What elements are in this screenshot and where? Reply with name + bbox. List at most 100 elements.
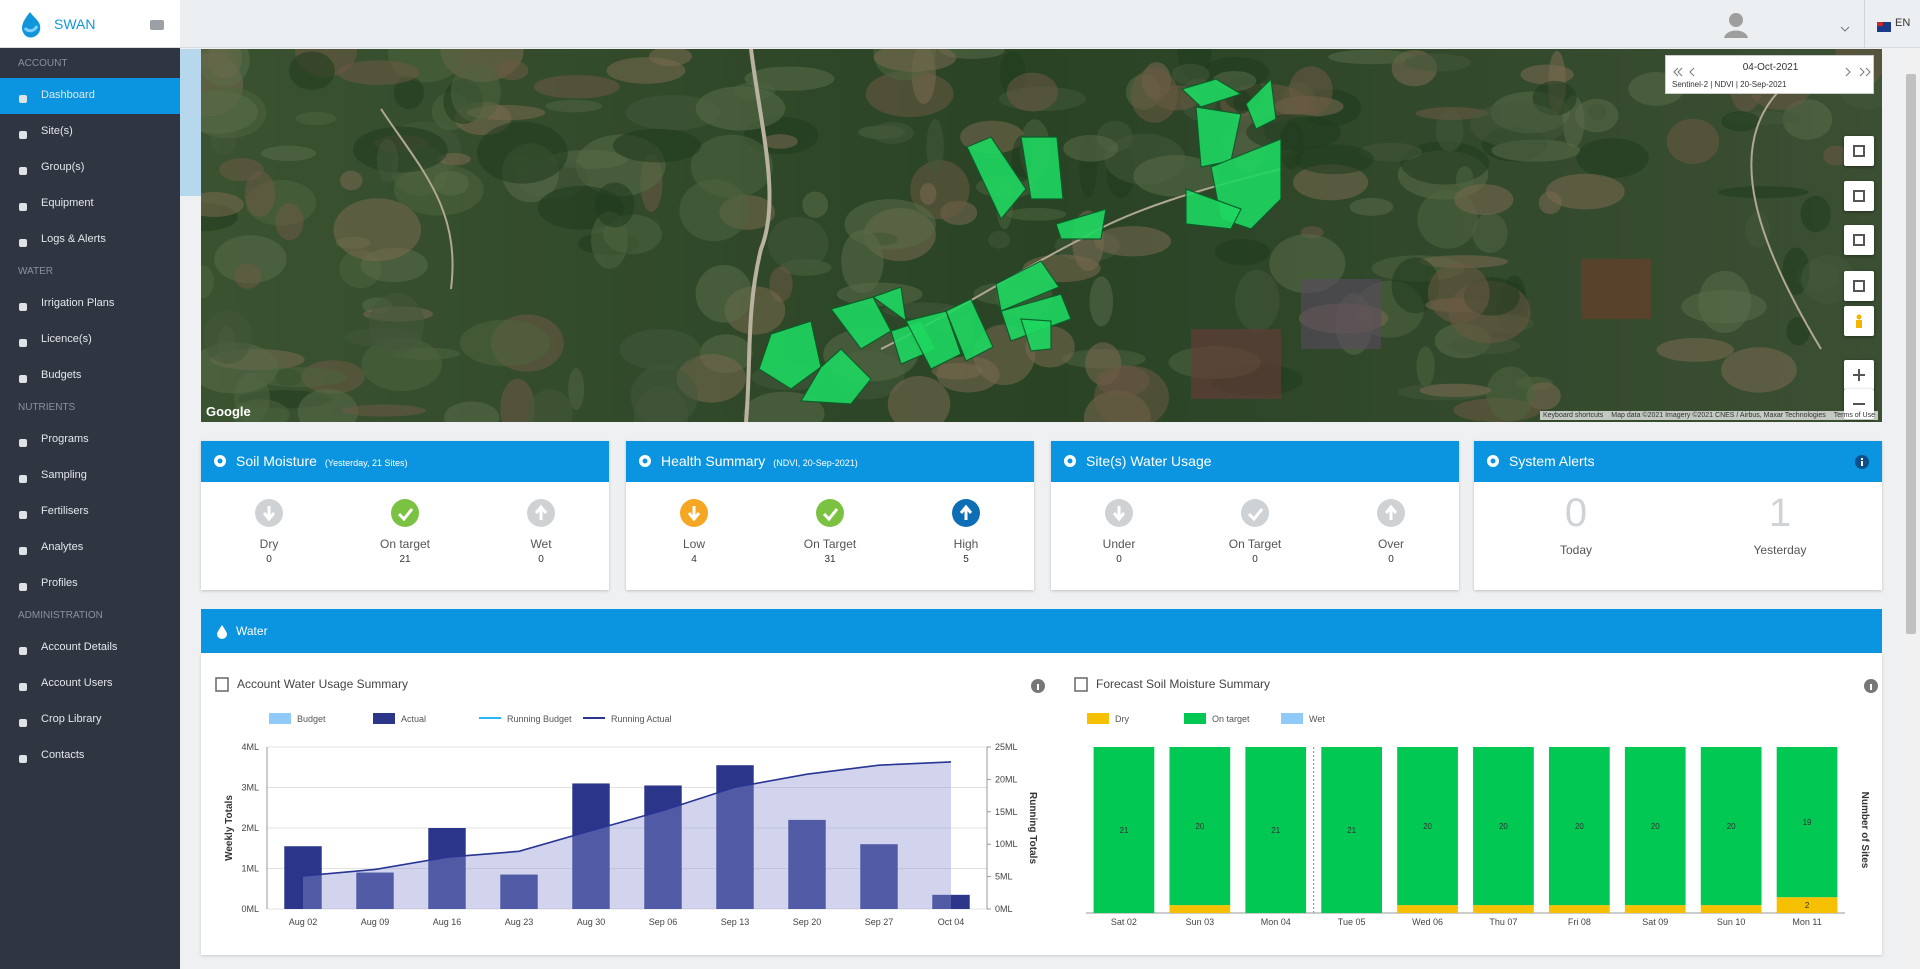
map-button[interactable] [1844, 271, 1874, 301]
item-value: 0 [538, 554, 544, 565]
icon [18, 235, 28, 247]
icon-part [297, 388, 359, 422]
icon-part [533, 74, 620, 99]
menu-label: Licence(s) [41, 333, 92, 345]
menu-item[interactable]: Contacts [0, 738, 180, 774]
icon-part [816, 499, 844, 527]
menu-item[interactable]: Site(s) [0, 114, 180, 150]
icon [18, 471, 28, 483]
alert-count: 0 [1564, 491, 1588, 535]
icon-part [19, 375, 27, 383]
icon-part [1294, 144, 1374, 175]
menu-label: Contacts [41, 749, 85, 761]
section-header: NUTRIENTS [18, 402, 76, 413]
icon [18, 91, 28, 103]
icon-part [945, 298, 994, 362]
icon-part [438, 153, 471, 166]
icon-part [1673, 67, 1695, 77]
menu-item[interactable]: Sampling [0, 458, 180, 494]
icon-part [1328, 49, 1416, 65]
icon-part [22, 12, 41, 38]
menu-item[interactable]: Irrigation Plans [0, 286, 180, 322]
menu-item[interactable]: Programs [0, 422, 180, 458]
icon-part [1877, 22, 1891, 32]
map-button[interactable] [1844, 225, 1874, 255]
map-button[interactable] [1844, 181, 1874, 211]
menu-item[interactable]: Profiles [0, 566, 180, 602]
icon-part [1359, 142, 1423, 162]
alert-count: 1 [1768, 491, 1792, 535]
item-label: Wet [530, 537, 552, 551]
icon-part [1133, 155, 1219, 197]
menu-item[interactable]: Fertilisers [0, 494, 180, 530]
icon-part [1349, 197, 1394, 216]
date-prev [1672, 64, 1702, 77]
map-button[interactable] [1844, 136, 1874, 166]
icon-part [1094, 365, 1169, 422]
icon-part [201, 90, 258, 134]
language[interactable]: EN [1895, 17, 1911, 29]
icon-part [380, 108, 454, 290]
icon-part [767, 216, 829, 271]
icon-part [1454, 184, 1514, 216]
icon-part [1089, 276, 1114, 327]
item-label: On Target [803, 537, 857, 551]
map: 04-Oct-2021 Sentinel-2 | NDVI | 20-Sep-20… [201, 49, 1882, 422]
icon-part [1403, 53, 1472, 72]
icon-part [1856, 320, 1862, 328]
icon-part [22, 12, 41, 38]
icon [1852, 368, 1866, 382]
icon-part [1427, 262, 1490, 324]
menu-label: Analytes [41, 541, 84, 553]
icon-part [19, 303, 27, 311]
icon-part [534, 504, 548, 520]
summary-card: System Alerts 0 Today 1 Yesterday [1474, 441, 1882, 590]
chart-panel [201, 653, 1882, 955]
menu-item[interactable]: Analytes [0, 530, 180, 566]
scroll-thumb [1906, 74, 1916, 634]
icon [1486, 454, 1500, 470]
menu-item[interactable]: Account Details [0, 630, 180, 666]
icon-part [397, 508, 414, 522]
map-button[interactable] [1844, 360, 1874, 390]
icon-part [887, 376, 951, 422]
menu-item[interactable]: Crop Library [0, 702, 180, 738]
menu-item[interactable]: Equipment [0, 186, 180, 222]
icon-part [733, 82, 776, 100]
avatar [1722, 10, 1750, 38]
map-button[interactable] [1844, 306, 1874, 336]
icon-part [19, 475, 27, 483]
icon-part [1241, 499, 1269, 527]
item-label: Dry [259, 537, 279, 551]
icon [18, 163, 28, 175]
icon [216, 624, 228, 639]
summary-card: Site(s) Water Usage Under 0 On Target 0 Over 0 [1051, 441, 1459, 590]
icon-part [1855, 455, 1869, 469]
icon-part [19, 719, 27, 727]
icon-part [1416, 346, 1435, 387]
icon-part [1279, 121, 1304, 170]
menu-item[interactable]: Licence(s) [0, 322, 180, 358]
menu-item[interactable]: Account Users [0, 666, 180, 702]
menu-item[interactable]: Budgets [0, 358, 180, 394]
brand-name: SWAN [54, 16, 96, 32]
icon-part [1861, 458, 1863, 460]
card-title-text: Health Summary [661, 453, 766, 469]
icon-part [1853, 234, 1865, 246]
icon-part [1233, 90, 1252, 114]
map-date[interactable]: 04-Oct-2021 [1742, 62, 1799, 73]
menu-item[interactable]: Group(s) [0, 150, 180, 186]
card-subtitle: (NDVI, 20-Sep-2021) [773, 458, 858, 468]
icon-part [1666, 118, 1720, 164]
icon-part [19, 547, 27, 555]
icon-part [150, 20, 164, 30]
icon-part [1247, 508, 1264, 522]
top-bar: EN [180, 0, 1920, 48]
menu-label: Account Details [41, 641, 118, 653]
menu-item[interactable]: Logs & Alerts [0, 222, 180, 258]
menu-item[interactable]: Dashboard [0, 78, 180, 114]
status-icon [390, 498, 420, 528]
icon-part [19, 755, 27, 763]
section-bar: Water [201, 609, 1882, 653]
